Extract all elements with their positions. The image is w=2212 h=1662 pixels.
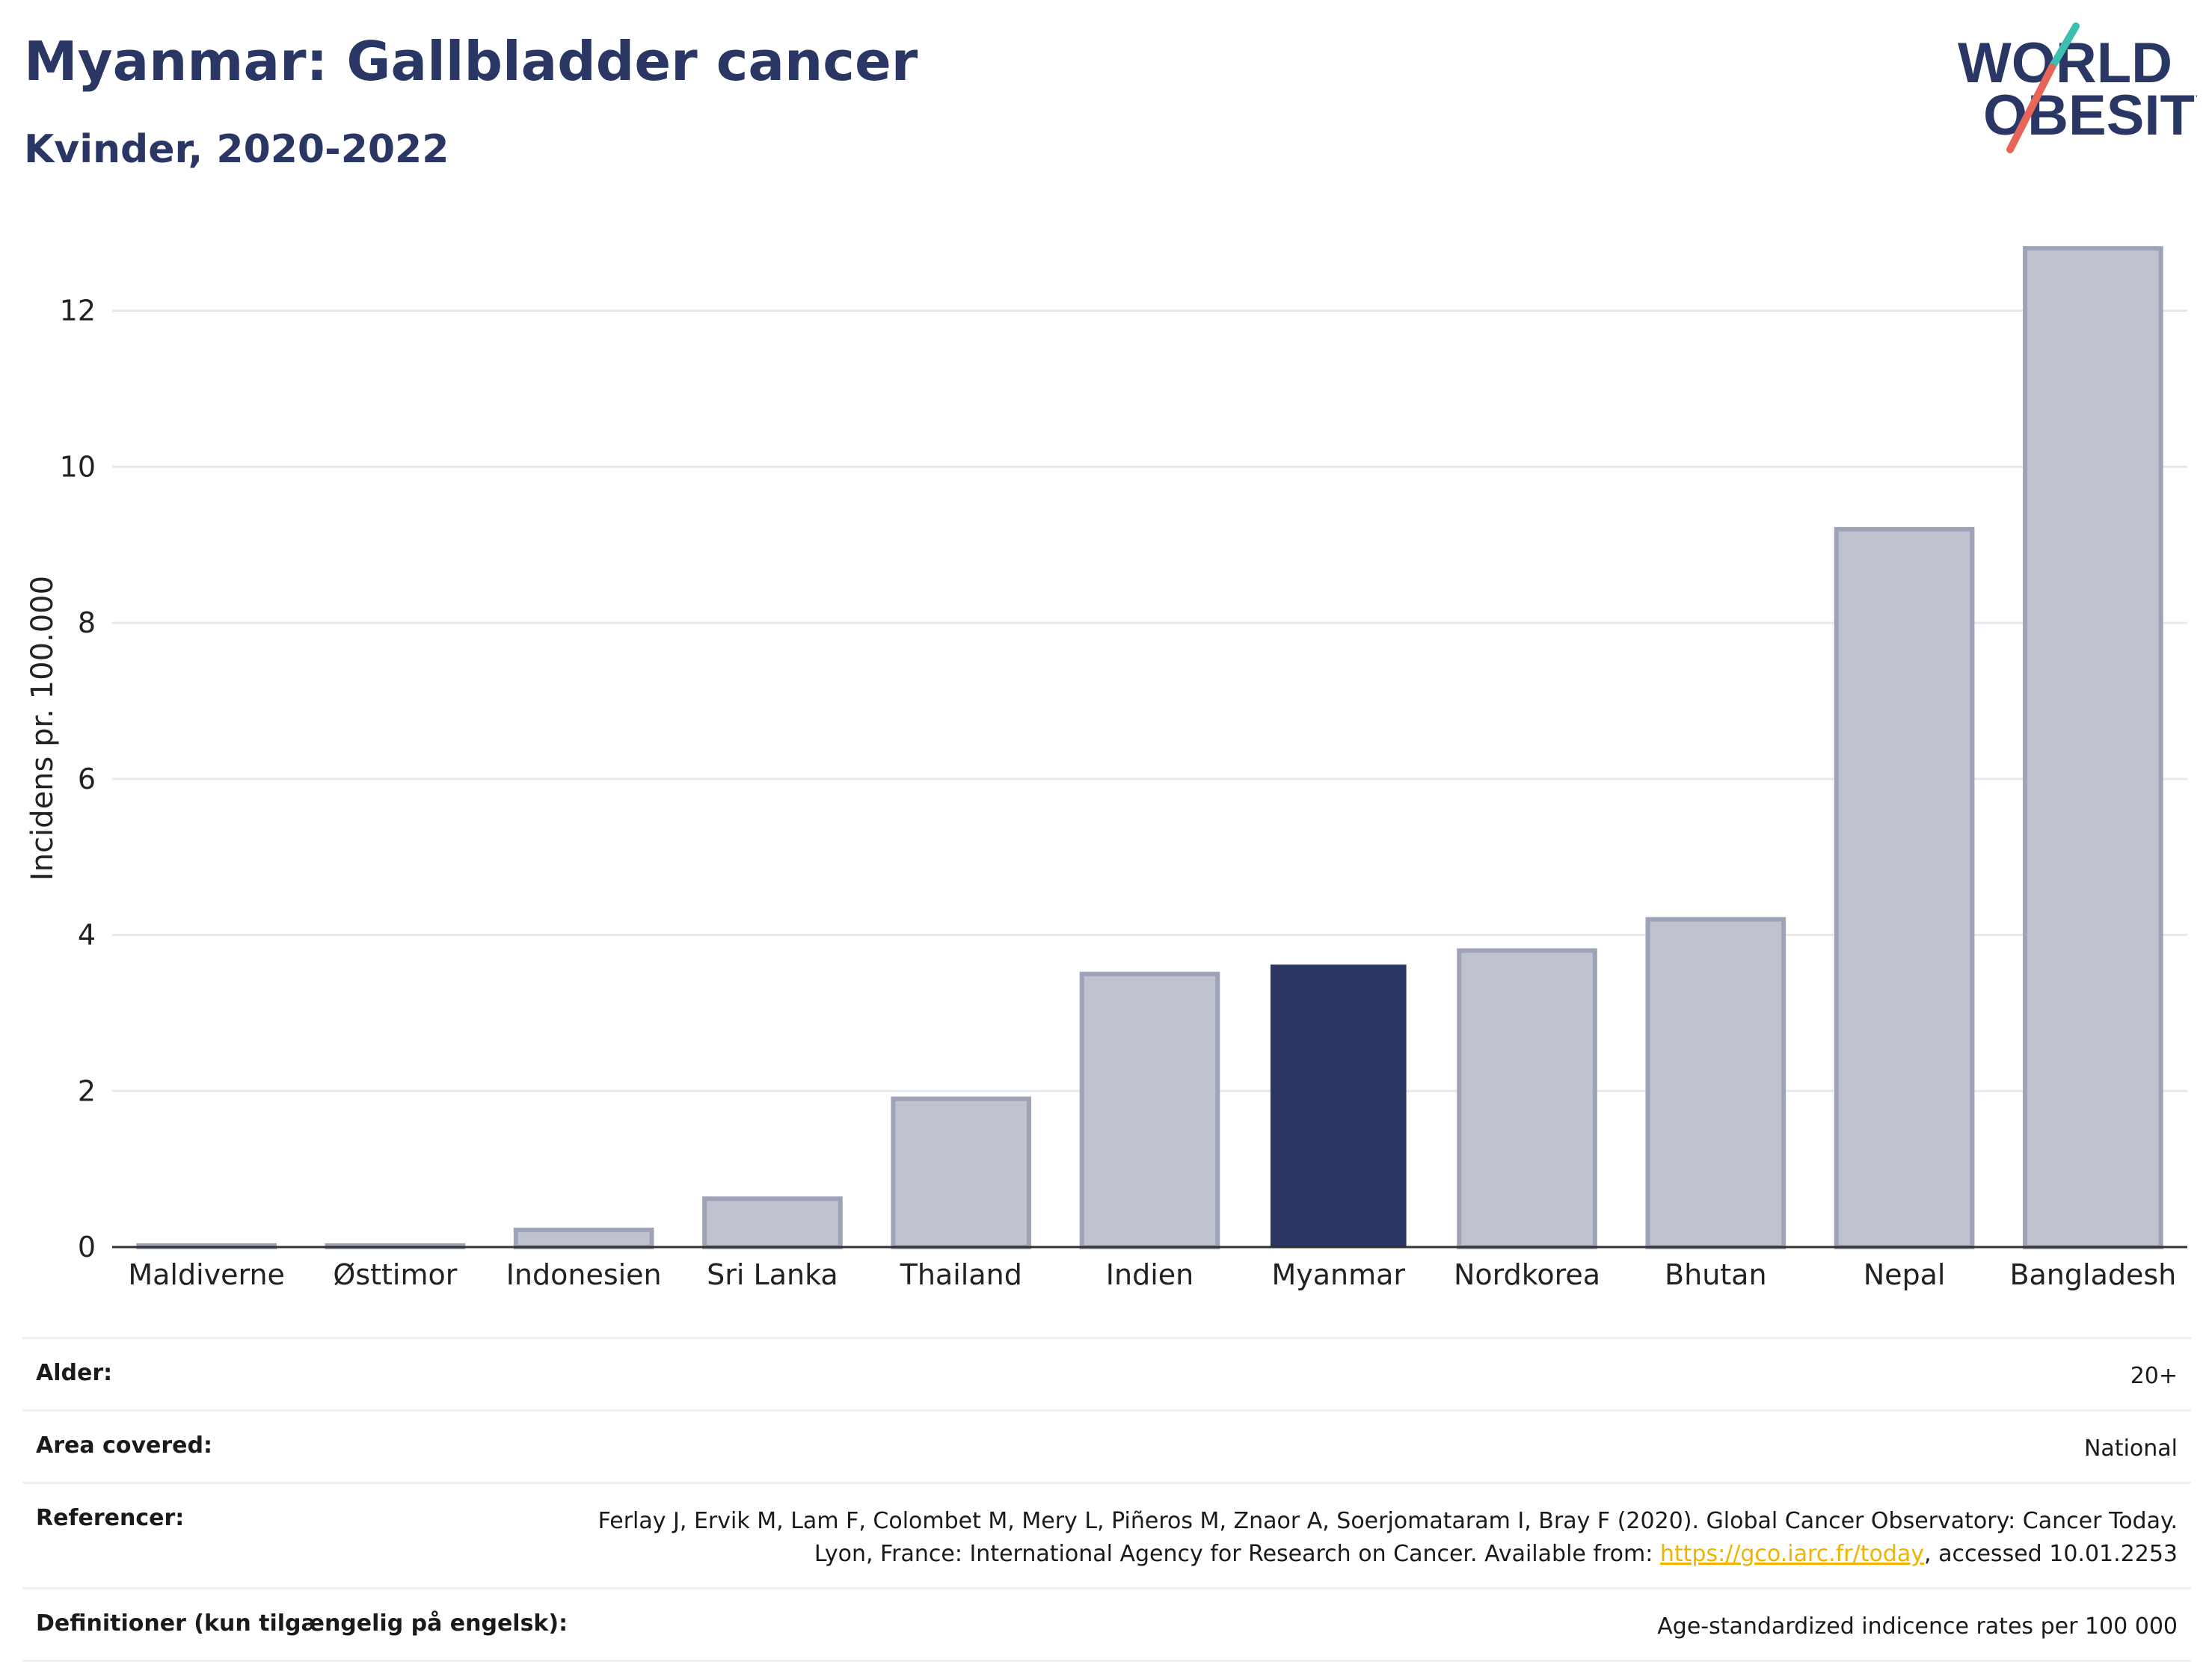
bar-bangladesh <box>2023 246 2163 1250</box>
bar-indien <box>1079 971 1220 1249</box>
x-tick-label: Nepal <box>1864 1258 1946 1291</box>
metadata-footer: Alder: 20+ Area covered: National Refere… <box>22 1337 2191 1662</box>
bar-sri-lanka <box>702 1196 843 1250</box>
y-tick-label: 10 <box>60 450 96 483</box>
bar-indonesien <box>513 1228 654 1250</box>
x-tick-label: Indien <box>1106 1258 1193 1291</box>
x-tick-label: Thailand <box>900 1258 1022 1291</box>
y-tick-label: 12 <box>60 295 96 327</box>
x-tick-label: Østtimor <box>333 1258 457 1291</box>
y-tick-label: 6 <box>78 763 96 795</box>
chart-title: Myanmar: Gallbladder cancer <box>24 30 918 93</box>
bar-thailand <box>891 1096 1032 1249</box>
y-tick-label: 0 <box>78 1231 96 1264</box>
footer-label-area: Area covered: <box>36 1432 212 1459</box>
x-tick-label: Sri Lanka <box>707 1258 838 1291</box>
footer-value-age: 20+ <box>2130 1363 2178 1389</box>
footer-row-area: Area covered: National <box>22 1409 2191 1482</box>
footer-value-references: Ferlay J, Ervik M, Lam F, Colombet M, Me… <box>577 1505 2178 1571</box>
y-tick-label: 8 <box>78 606 96 639</box>
x-tick-label: Bhutan <box>1665 1258 1767 1291</box>
world-obesity-logo: WORLD OBESITY <box>1958 22 2197 153</box>
footer-label-definitions: Definitioner (kun tilgængelig på engelsk… <box>36 1610 568 1637</box>
chart-subtitle: Kvinder, 2020-2022 <box>24 127 449 172</box>
footer-row-definitions: Definitioner (kun tilgængelig på engelsk… <box>22 1587 2191 1662</box>
x-tick-label: Indonesien <box>506 1258 662 1291</box>
y-axis-label: Incidens pr. 100.000 <box>25 576 60 881</box>
logo-slash-red <box>2006 64 2056 153</box>
reference-text: Ferlay J, Ervik M, Lam F, Colombet M, Me… <box>597 1508 2178 1567</box>
footer-row-age: Alder: 20+ <box>22 1337 2191 1409</box>
bar-nepal <box>1834 526 1975 1249</box>
bar-bhutan <box>1645 917 1787 1249</box>
footer-value-definitions: Age-standardized indicence rates per 100… <box>1657 1613 2178 1640</box>
bar-nordkorea <box>1457 948 1597 1250</box>
x-tick-label: Myanmar <box>1271 1258 1405 1291</box>
logo-slash-teal <box>2048 22 2080 71</box>
footer-label-age: Alder: <box>36 1360 113 1386</box>
bar-myanmar <box>1270 964 1407 1247</box>
x-tick-label: Bangladesh <box>2009 1258 2176 1291</box>
y-tick-label: 2 <box>78 1074 96 1107</box>
footer-row-references: Referencer: Ferlay J, Ervik M, Lam F, Co… <box>22 1482 2191 1587</box>
x-tick-label: Maldiverne <box>128 1258 285 1291</box>
footer-label-references: Referencer: <box>36 1505 185 1531</box>
footer-value-area: National <box>2083 1435 2178 1462</box>
reference-accessed: , accessed 10.01.2253 <box>1924 1541 2178 1567</box>
bar-chart: 0 2 4 6 8 10 12 Incidens pr. 100.000 Maldiverne Ø… <box>25 246 2187 1291</box>
x-tick-label: Nordkorea <box>1454 1258 1600 1291</box>
reference-link[interactable]: https://gco.iarc.fr/today <box>1659 1541 1925 1567</box>
y-tick-label: 4 <box>78 919 96 952</box>
